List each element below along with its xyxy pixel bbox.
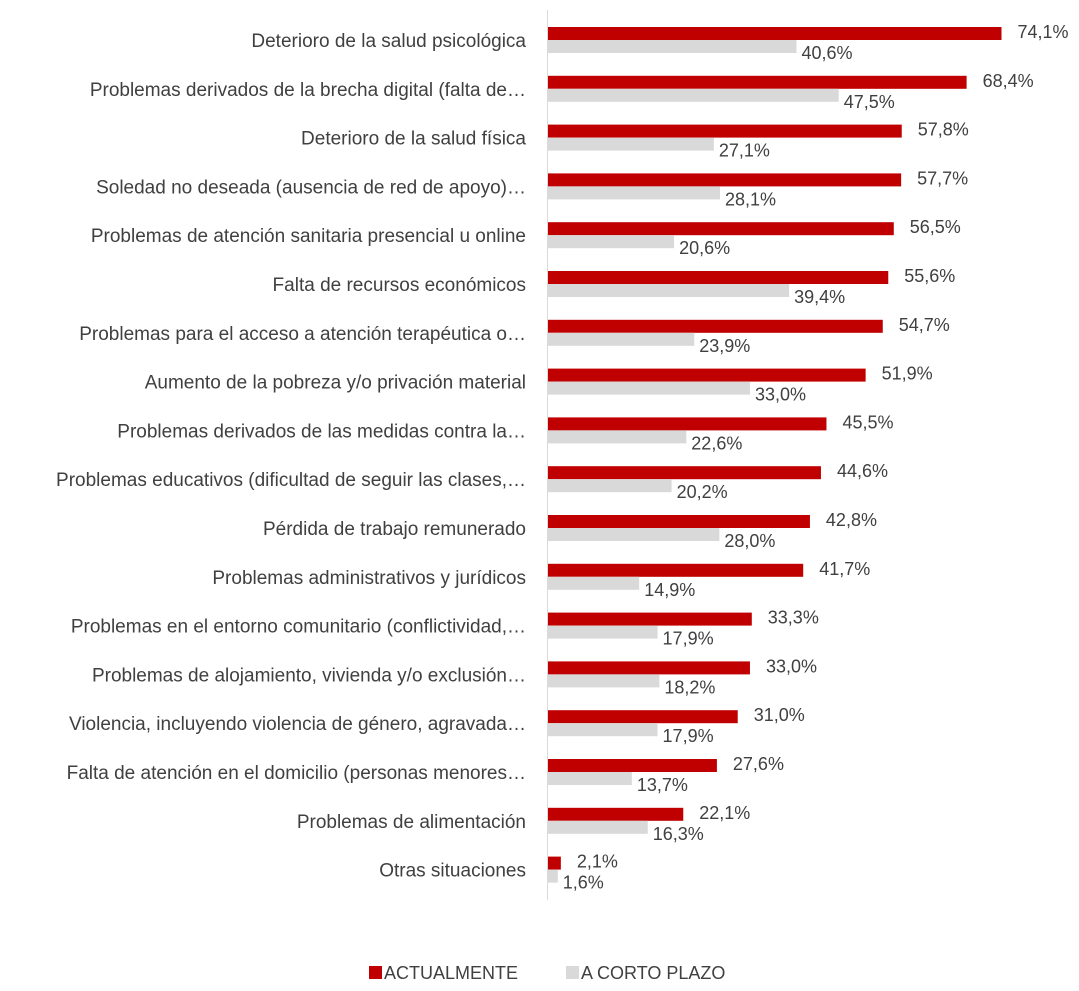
- value-label-actualmente-2: 68,4%: [983, 71, 1034, 91]
- bar-actualmente-10: [548, 466, 821, 480]
- category-label-14: Problemas de alojamiento, vivienda y/o e…: [92, 665, 526, 686]
- category-label-16: Falta de atención en el domicilio (perso…: [67, 763, 526, 784]
- bar-actualmente-8: [548, 368, 866, 382]
- value-label-actualmente-15: 31,0%: [754, 705, 805, 725]
- value-label-a-corto-plazo-3: 27,1%: [719, 141, 770, 161]
- bar-a-corto-plazo-1: [548, 40, 797, 53]
- bar-a-corto-plazo-11: [548, 528, 720, 541]
- bar-actualmente-4: [548, 173, 902, 187]
- bar-a-corto-plazo-13: [548, 625, 658, 639]
- bar-actualmente-17: [548, 807, 684, 821]
- bar-actualmente-18: [548, 856, 561, 870]
- value-label-actualmente-14: 33,0%: [766, 656, 817, 676]
- bar-a-corto-plazo-5: [548, 235, 675, 249]
- value-label-a-corto-plazo-13: 17,9%: [663, 629, 714, 649]
- bar-actualmente-16: [548, 759, 717, 772]
- bar-actualmente-12: [548, 563, 804, 577]
- bar-a-corto-plazo-16: [548, 772, 632, 785]
- value-label-actualmente-3: 57,8%: [918, 120, 969, 140]
- bar-a-corto-plazo-9: [548, 430, 687, 444]
- category-label-3: Deterioro de la salud física: [301, 129, 526, 150]
- value-label-a-corto-plazo-9: 22,6%: [691, 433, 742, 453]
- category-label-2: Problemas derivados de la brecha digital…: [90, 80, 526, 101]
- value-label-a-corto-plazo-18: 1,6%: [563, 873, 604, 893]
- value-label-a-corto-plazo-7: 23,9%: [699, 336, 750, 356]
- bar-actualmente-9: [548, 417, 827, 431]
- category-label-7: Problemas para el acceso a atención tera…: [79, 324, 526, 345]
- value-label-actualmente-5: 56,5%: [910, 217, 961, 237]
- value-label-actualmente-8: 51,9%: [882, 364, 933, 384]
- value-label-actualmente-1: 74,1%: [1017, 22, 1068, 42]
- value-label-a-corto-plazo-5: 20,6%: [679, 238, 730, 258]
- value-label-a-corto-plazo-12: 14,9%: [644, 580, 695, 600]
- bar-a-corto-plazo-18: [548, 869, 558, 883]
- bar-actualmente-15: [548, 710, 738, 724]
- value-label-a-corto-plazo-11: 28,0%: [724, 531, 775, 551]
- value-label-a-corto-plazo-2: 47,5%: [844, 92, 895, 112]
- value-label-actualmente-10: 44,6%: [837, 461, 888, 481]
- legend-label-a-corto-plazo: A CORTO PLAZO: [581, 963, 725, 983]
- bars-group: [548, 27, 1002, 883]
- legend-swatch-actualmente: [369, 966, 382, 979]
- legend-swatch-a-corto-plazo: [566, 966, 579, 979]
- bar-a-corto-plazo-10: [548, 479, 672, 493]
- value-label-actualmente-12: 41,7%: [819, 559, 870, 579]
- value-label-a-corto-plazo-1: 40,6%: [801, 43, 852, 63]
- category-label-1: Deterioro de la salud psicológica: [251, 31, 526, 52]
- category-label-9: Problemas derivados de las medidas contr…: [117, 421, 526, 442]
- value-label-a-corto-plazo-16: 13,7%: [637, 775, 688, 795]
- value-label-a-corto-plazo-10: 20,2%: [677, 482, 728, 502]
- bar-a-corto-plazo-2: [548, 88, 839, 102]
- category-label-4: Soledad no deseada (ausencia de red de a…: [96, 177, 526, 198]
- category-label-12: Problemas administrativos y jurídicos: [212, 568, 526, 589]
- bar-a-corto-plazo-4: [548, 186, 720, 200]
- legend: ACTUALMENTE A CORTO PLAZO: [369, 963, 725, 983]
- category-label-18: Otras situaciones: [379, 861, 526, 882]
- bar-a-corto-plazo-3: [548, 137, 714, 151]
- bar-a-corto-plazo-17: [548, 820, 648, 834]
- bar-actualmente-3: [548, 124, 902, 138]
- bar-actualmente-11: [548, 515, 810, 528]
- category-labels: Deterioro de la salud psicológica Problem…: [56, 31, 526, 882]
- category-label-11: Pérdida de trabajo remunerado: [263, 519, 526, 540]
- legend-label-actualmente: ACTUALMENTE: [384, 963, 518, 983]
- bar-a-corto-plazo-8: [548, 381, 750, 395]
- bar-actualmente-13: [548, 612, 752, 626]
- value-label-a-corto-plazo-4: 28,1%: [725, 189, 776, 209]
- category-label-15: Violencia, incluyendo violencia de géner…: [69, 714, 526, 735]
- bar-actualmente-1: [548, 27, 1002, 40]
- value-label-actualmente-13: 33,3%: [768, 608, 819, 628]
- value-label-a-corto-plazo-14: 18,2%: [664, 677, 715, 697]
- value-label-actualmente-4: 57,7%: [917, 168, 968, 188]
- bar-a-corto-plazo-15: [548, 723, 658, 737]
- bar-a-corto-plazo-14: [548, 674, 660, 688]
- value-label-a-corto-plazo-17: 16,3%: [653, 824, 704, 844]
- category-label-17: Problemas de alimentación: [297, 812, 526, 833]
- bar-a-corto-plazo-7: [548, 332, 695, 346]
- value-label-actualmente-11: 42,8%: [826, 510, 877, 530]
- value-label-actualmente-9: 45,5%: [842, 412, 893, 432]
- bar-actualmente-5: [548, 222, 894, 236]
- value-label-actualmente-6: 55,6%: [904, 266, 955, 286]
- bar-a-corto-plazo-6: [548, 284, 790, 297]
- value-labels: 74,1% 40,6% 68,4% 47,5% 57,8% 27,1% 57,7% 28,1%…: [563, 22, 1069, 893]
- value-label-actualmente-17: 22,1%: [699, 803, 750, 823]
- value-label-actualmente-18: 2,1%: [577, 852, 618, 872]
- value-label-actualmente-7: 54,7%: [899, 315, 950, 335]
- bar-actualmente-6: [548, 271, 889, 284]
- category-label-5: Problemas de atención sanitaria presenci…: [91, 226, 526, 247]
- value-label-actualmente-16: 27,6%: [733, 754, 784, 774]
- bar-actualmente-2: [548, 75, 967, 89]
- value-label-a-corto-plazo-6: 39,4%: [794, 287, 845, 307]
- value-label-a-corto-plazo-8: 33,0%: [755, 385, 806, 405]
- category-label-8: Aumento de la pobreza y/o privación mate…: [145, 373, 526, 394]
- value-label-a-corto-plazo-15: 17,9%: [663, 726, 714, 746]
- category-label-6: Falta de recursos económicos: [273, 275, 526, 296]
- bar-a-corto-plazo-12: [548, 576, 640, 590]
- category-label-10: Problemas educativos (dificultad de segu…: [56, 470, 526, 491]
- category-label-13: Problemas en el entorno comunitario (con…: [71, 617, 526, 638]
- bar-actualmente-14: [548, 661, 750, 675]
- bar-actualmente-7: [548, 319, 883, 333]
